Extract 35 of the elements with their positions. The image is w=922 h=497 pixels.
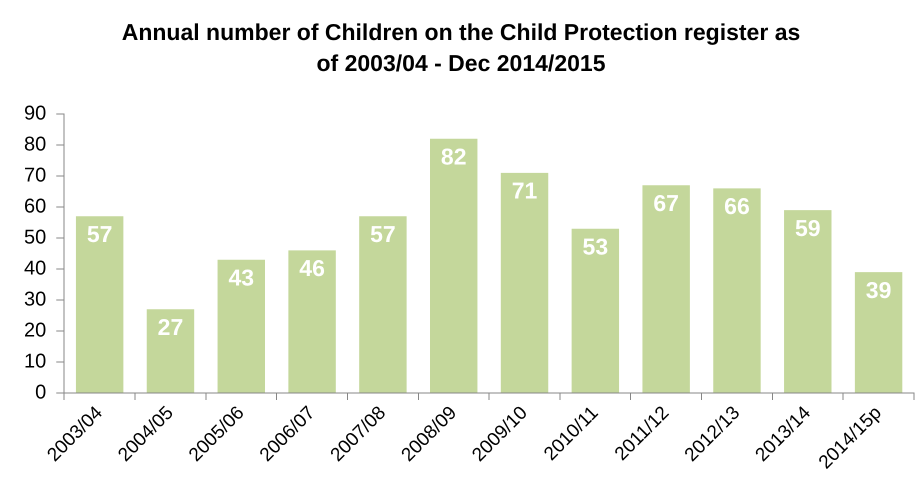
y-tick-label: 40 bbox=[24, 258, 46, 280]
data-label: 39 bbox=[866, 276, 892, 303]
y-tick-label: 70 bbox=[24, 164, 46, 187]
data-label: 59 bbox=[794, 214, 821, 241]
y-tick-label: 80 bbox=[24, 134, 46, 156]
y-tick-label: 20 bbox=[24, 320, 46, 342]
bar bbox=[288, 250, 336, 392]
data-label: 66 bbox=[724, 193, 750, 220]
data-label: 57 bbox=[86, 221, 112, 248]
bar bbox=[76, 216, 124, 392]
bar bbox=[218, 260, 265, 392]
data-label: 67 bbox=[653, 190, 679, 216]
bar bbox=[359, 216, 407, 392]
bar bbox=[642, 185, 690, 392]
data-label: 82 bbox=[440, 144, 467, 170]
data-label: 71 bbox=[512, 178, 538, 204]
bar bbox=[854, 272, 902, 392]
bar bbox=[784, 210, 832, 392]
data-label: 46 bbox=[299, 255, 325, 282]
bar bbox=[572, 228, 620, 392]
bar bbox=[500, 172, 548, 392]
y-tick-label: 30 bbox=[24, 288, 46, 311]
y-tick-label: 60 bbox=[24, 196, 46, 218]
bar bbox=[430, 138, 478, 392]
y-tick-label: 0 bbox=[35, 382, 46, 404]
bar bbox=[713, 188, 761, 392]
data-label: 27 bbox=[158, 314, 184, 340]
y-tick-label: 90 bbox=[24, 102, 46, 125]
bar bbox=[146, 309, 194, 392]
chart-title: Annual number of Children on the Child Protection register as of 2003/04 - Dec 2014/2015 bbox=[120, 18, 802, 78]
y-tick-label: 10 bbox=[24, 350, 46, 373]
y-tick-label: 50 bbox=[24, 226, 46, 249]
data-label: 53 bbox=[582, 234, 608, 260]
data-label: 43 bbox=[228, 264, 254, 291]
data-label: 57 bbox=[370, 221, 396, 248]
